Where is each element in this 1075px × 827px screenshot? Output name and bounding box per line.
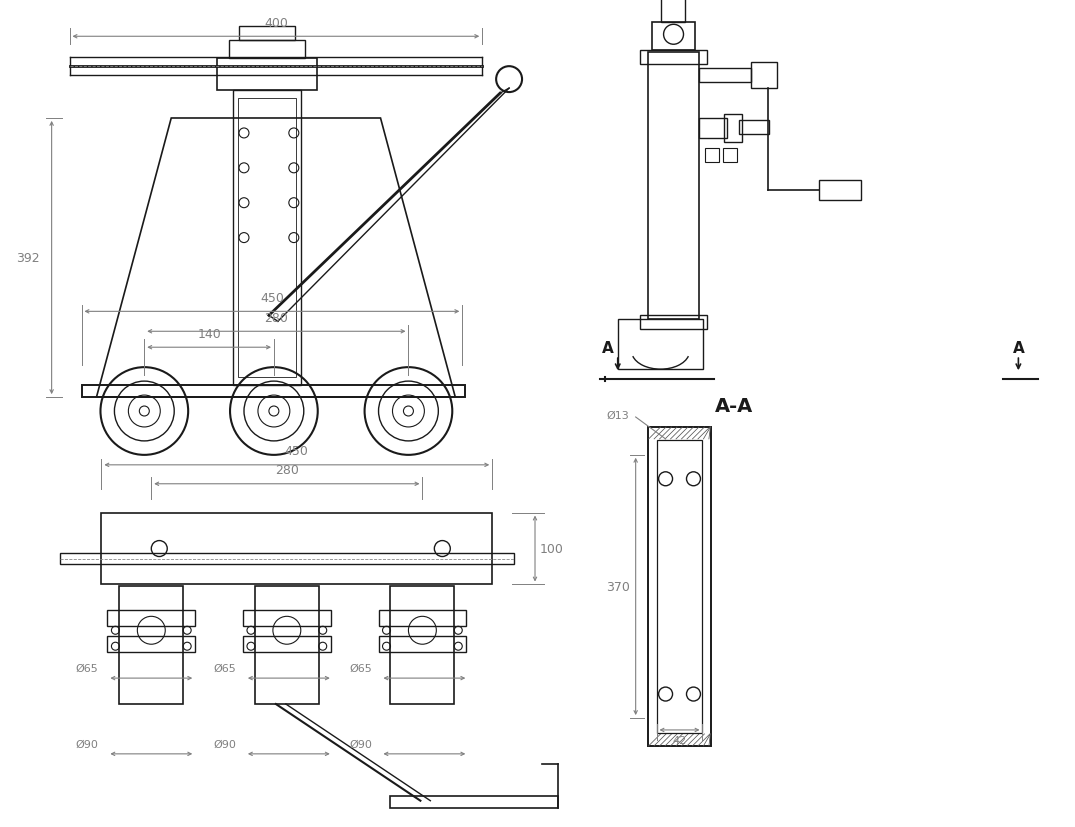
Bar [108,637,196,653]
Bar [647,53,700,320]
Bar [239,27,295,41]
Bar [101,513,492,585]
Bar [82,385,465,398]
Text: 450: 450 [260,292,284,304]
Text: 450: 450 [285,445,309,458]
Bar [723,149,737,163]
Bar [751,63,777,89]
Bar [243,610,331,627]
Bar [640,316,707,330]
Text: A: A [1013,340,1024,356]
Bar [705,149,719,163]
Bar [233,91,301,385]
Text: Ø90: Ø90 [349,739,372,749]
Bar [119,586,183,704]
Bar [59,553,514,565]
Bar [217,59,317,91]
Text: Ø65: Ø65 [75,663,98,673]
Bar [229,41,305,59]
Bar [378,637,467,653]
Bar [378,610,467,627]
Bar [740,121,770,135]
Text: A: A [602,340,614,356]
Text: Ø90: Ø90 [214,739,236,749]
Bar [390,796,558,808]
Text: Ø65: Ø65 [214,663,236,673]
Bar [700,69,751,83]
Bar [238,99,296,378]
Text: 42: 42 [672,735,687,745]
Bar [618,320,703,370]
Bar [255,586,318,704]
Bar [660,0,685,23]
Bar [700,119,728,139]
Bar [657,440,702,733]
Bar [647,428,712,746]
Bar [725,115,743,143]
Text: Ø65: Ø65 [349,663,372,673]
Text: 400: 400 [264,17,288,30]
Bar [640,51,707,65]
Bar [108,610,196,627]
Bar [243,637,331,653]
Text: 370: 370 [606,581,630,593]
Text: 392: 392 [16,251,40,265]
Text: Ø13: Ø13 [606,410,629,420]
Bar [819,180,861,200]
Bar [390,586,455,704]
Text: 100: 100 [540,543,564,556]
Text: 280: 280 [275,464,299,476]
Text: 280: 280 [264,312,288,324]
Text: A-A: A-A [715,396,754,415]
Text: Ø90: Ø90 [75,739,98,749]
Bar [651,23,696,51]
Text: 140: 140 [197,327,221,341]
